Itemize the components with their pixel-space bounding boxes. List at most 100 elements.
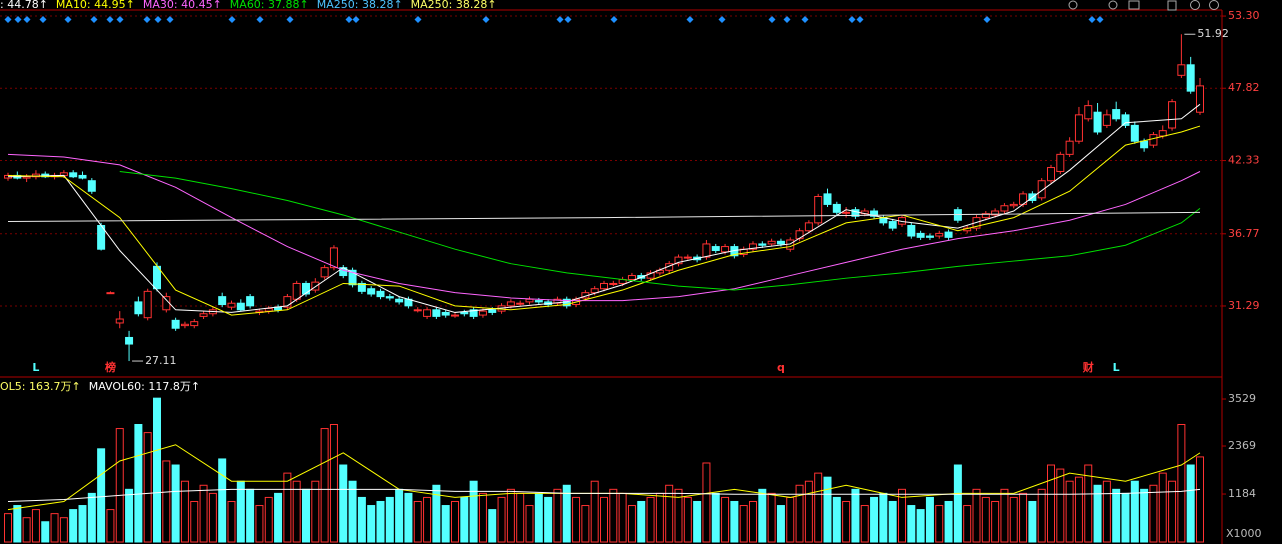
candle-body — [1102, 114, 1111, 126]
volume-bar — [97, 448, 106, 543]
tool-icon[interactable] — [1068, 0, 1078, 10]
candle-body — [106, 292, 115, 295]
candle-body — [525, 298, 534, 303]
volume-bar — [739, 505, 748, 543]
volume-bar — [1196, 456, 1204, 543]
candle-body — [1130, 124, 1139, 142]
event-label: L — [32, 361, 39, 374]
candle-body — [441, 311, 450, 316]
tool-icon[interactable] — [1108, 0, 1118, 10]
event-marker — [610, 16, 618, 23]
event-label: L — [1113, 361, 1120, 374]
candle-body — [376, 290, 385, 298]
volume-bar — [451, 500, 459, 543]
legend-entry: MA30: 40.45↑ — [143, 0, 222, 11]
volume-bar — [292, 480, 301, 543]
volume-bar — [162, 460, 171, 543]
candle-body — [1000, 205, 1009, 212]
volume-bar — [1056, 468, 1065, 543]
event-marker — [564, 16, 572, 23]
volume-bar — [898, 488, 906, 543]
candle-body — [590, 288, 599, 294]
volume-bar — [1177, 424, 1186, 543]
candle-body — [991, 210, 1000, 216]
candle-body — [702, 243, 711, 258]
candle-body — [916, 232, 925, 238]
volume-bar — [478, 492, 487, 543]
volume-bar — [1186, 464, 1195, 543]
volume-bar — [534, 492, 543, 543]
tool-icon[interactable] — [1167, 0, 1177, 11]
volume-bar — [1028, 500, 1037, 543]
volume-bar — [674, 488, 683, 543]
candle-body — [1093, 111, 1102, 133]
candle-body — [925, 235, 934, 238]
volume-bar — [404, 492, 413, 543]
ma-line — [7, 103, 1201, 313]
candle-body — [1112, 109, 1121, 120]
volume-bar — [274, 492, 283, 543]
candle-body — [302, 282, 310, 295]
candle-body — [432, 309, 441, 317]
volume-bar — [646, 496, 655, 543]
legend-entry: MA10: 44.95↑ — [56, 0, 135, 11]
legend-entry: MA250: 38.28↑ — [317, 0, 403, 11]
candle-body — [78, 174, 87, 179]
volume-bar — [655, 492, 664, 543]
volume-bar — [69, 509, 78, 543]
event-marker — [686, 16, 694, 23]
volume-bar — [730, 500, 739, 543]
y-tick-label: 53.30 — [1228, 9, 1260, 22]
volume-bar — [153, 397, 161, 543]
candle-body — [451, 314, 459, 317]
candle-body — [767, 240, 776, 245]
volume-bar — [125, 488, 134, 543]
volume-bar — [1074, 476, 1083, 543]
event-marker — [345, 16, 353, 23]
volume-bar — [190, 500, 199, 543]
volume-bar — [50, 513, 59, 543]
volume-bar — [199, 484, 208, 543]
event-marker — [856, 16, 864, 23]
candle-body — [534, 300, 543, 303]
volume-bar — [721, 496, 730, 543]
candle-body — [69, 172, 78, 178]
volume-bar — [637, 500, 646, 543]
candle-body — [218, 296, 227, 306]
volume-bar — [907, 505, 916, 543]
zoom-out[interactable] — [1209, 0, 1219, 10]
volume-bar — [218, 458, 227, 543]
volume-bar — [1000, 488, 1009, 543]
volume-bar — [842, 500, 851, 543]
volume-bar — [302, 488, 310, 543]
volume-bar — [1019, 492, 1028, 543]
event-marker — [783, 16, 791, 23]
ma-line — [7, 125, 1201, 316]
candle-body — [907, 224, 916, 237]
candle-body — [935, 232, 944, 237]
volume-bar — [13, 505, 22, 543]
volume-bar — [870, 496, 879, 543]
volume-bar — [143, 432, 152, 543]
y-tick-label: 1184 — [1228, 487, 1256, 500]
volume-bar — [1149, 484, 1158, 543]
candle-body — [1047, 167, 1055, 182]
candle-body — [1084, 105, 1093, 120]
volume-bar — [41, 521, 50, 543]
tool-icon[interactable] — [1128, 0, 1140, 10]
volume-bar — [208, 492, 217, 543]
candle-body — [460, 311, 469, 315]
zoom-in[interactable] — [1190, 0, 1200, 10]
volume-bar — [1102, 480, 1111, 543]
candle-body — [478, 310, 487, 316]
event-label: 榜 — [105, 360, 116, 374]
candle-body — [246, 296, 255, 307]
volume-bar — [1140, 488, 1149, 543]
event-marker — [848, 16, 856, 23]
candle-body — [842, 211, 851, 214]
volume-bar — [786, 496, 795, 543]
volume-bar — [264, 496, 273, 543]
volume-bar — [879, 492, 888, 543]
volume-bar — [758, 488, 767, 543]
candle-body — [721, 246, 730, 253]
